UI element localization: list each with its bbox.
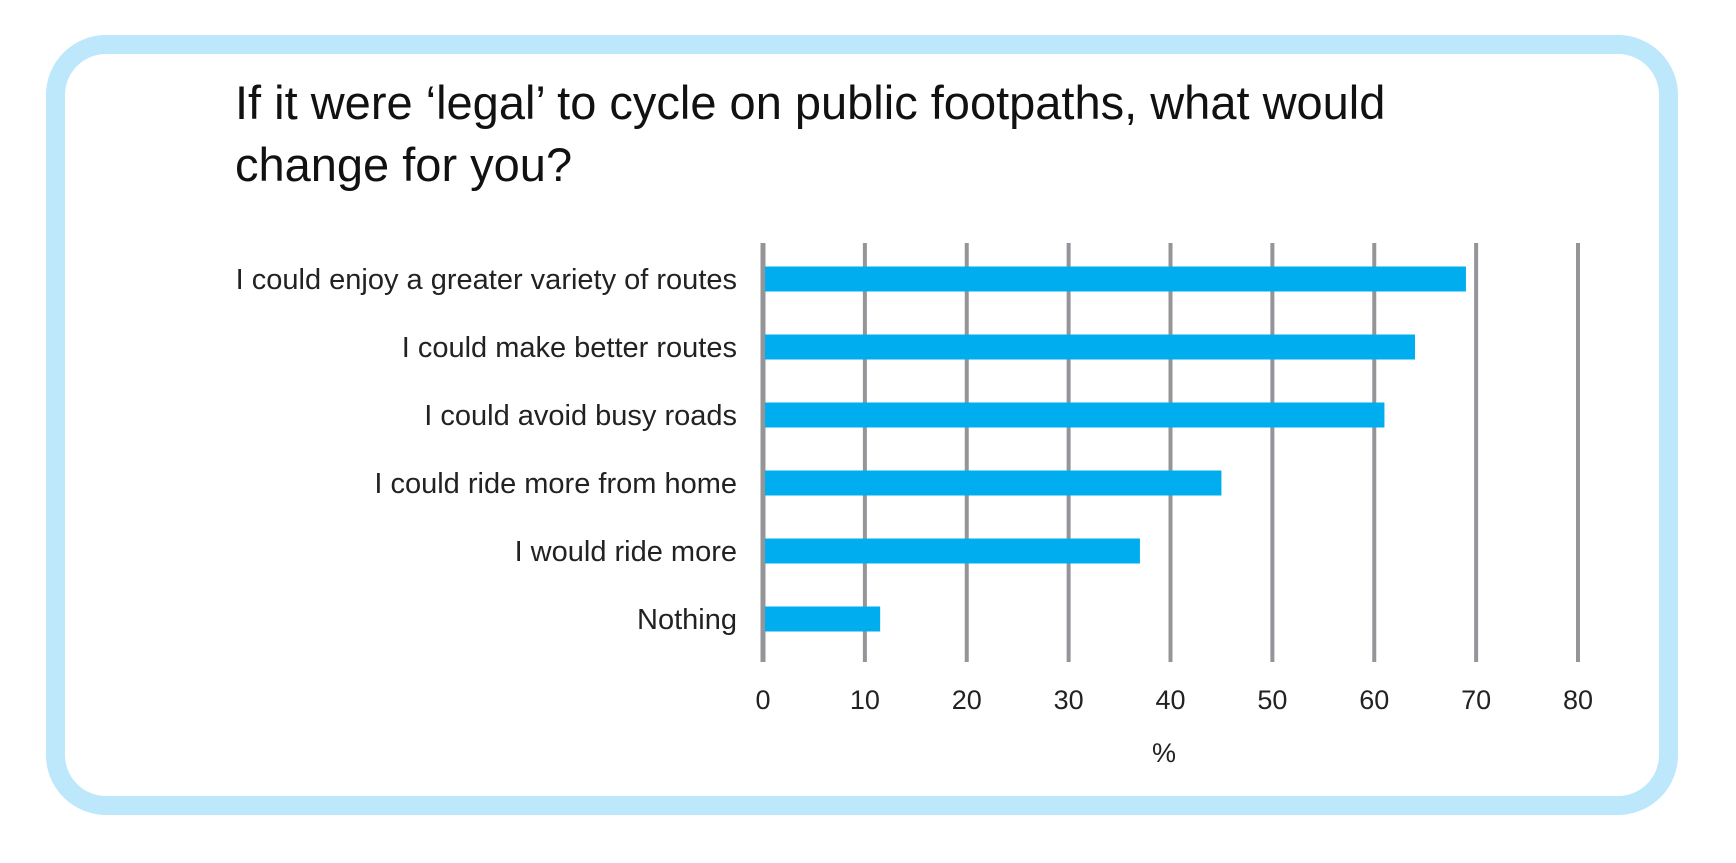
x-tick-label: 30	[1054, 685, 1084, 715]
chart-title: If it were ‘legal’ to cycle on public fo…	[235, 76, 1386, 191]
category-label: I could avoid busy roads	[424, 400, 737, 432]
bar	[765, 606, 881, 632]
x-tick-labels: 0 10 20 30 40 50 60 70 80	[755, 685, 1593, 715]
x-tick-label: 70	[1461, 685, 1491, 715]
category-label: I could ride more from home	[374, 468, 737, 500]
bars	[765, 266, 1466, 632]
x-tick-label: 60	[1359, 685, 1389, 715]
category-label: I would ride more	[515, 536, 737, 568]
category-label: I could enjoy a greater variety of route…	[236, 264, 737, 296]
bar	[765, 402, 1385, 428]
category-labels: I could enjoy a greater variety of route…	[236, 264, 737, 636]
x-tick-label: 80	[1563, 685, 1593, 715]
bar	[765, 334, 1415, 360]
category-label: Nothing	[637, 604, 737, 636]
x-tick-label: 20	[952, 685, 982, 715]
x-tick-label: 10	[850, 685, 880, 715]
gridlines	[760, 243, 1580, 662]
bar	[765, 470, 1222, 496]
bar	[765, 538, 1140, 564]
category-label: I could make better routes	[402, 332, 737, 364]
bar	[765, 266, 1466, 292]
x-tick-label: 0	[755, 685, 770, 715]
x-axis-label: %	[1152, 738, 1176, 768]
x-tick-label: 40	[1155, 685, 1185, 715]
x-tick-label: 50	[1257, 685, 1287, 715]
